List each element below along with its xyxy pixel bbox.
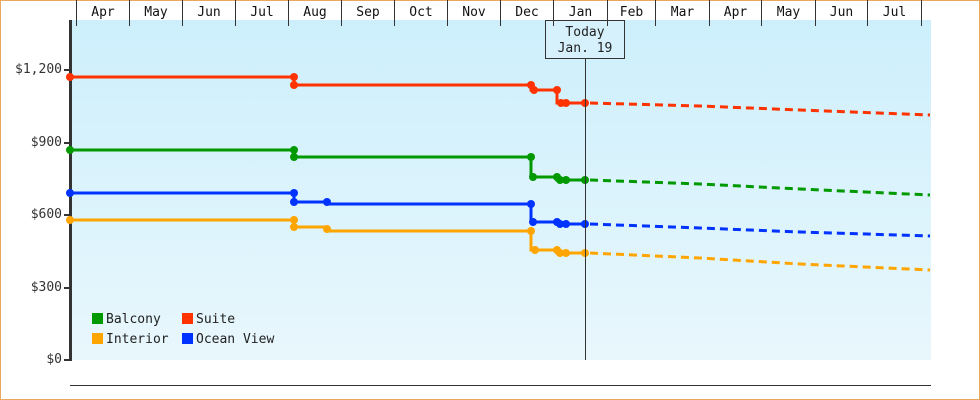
series-interior-projection	[589, 251, 931, 272]
y-tick	[64, 287, 70, 289]
series-ocean-view-projection	[589, 222, 931, 238]
series-interior	[70, 218, 585, 255]
x-label-end	[921, 0, 931, 26]
today-marker-line	[585, 59, 586, 360]
x-label: Oct	[394, 0, 447, 26]
today-label: Today	[565, 25, 605, 40]
x-label: Jan	[553, 0, 607, 26]
x-label: Nov	[447, 0, 500, 26]
series-suite	[70, 75, 585, 105]
x-label: Apr	[709, 0, 761, 26]
x-label: Jun	[815, 0, 867, 26]
y-label: $0	[46, 352, 62, 367]
y-tick	[64, 359, 70, 361]
x-label: Jul	[867, 0, 921, 26]
y-tick	[64, 142, 70, 144]
x-label: Apr	[76, 0, 129, 26]
x-label: Sep	[341, 0, 394, 26]
x-axis-bottom-line	[70, 385, 931, 386]
today-date: Jan. 19	[557, 41, 613, 56]
series-balcony-projection	[589, 178, 931, 197]
legend-item-suite: Suite	[182, 312, 235, 327]
x-label: Jun	[182, 0, 235, 26]
today-annotation: Today Jan. 19	[545, 20, 625, 59]
legend-item-ocean-view: Ocean View	[182, 332, 274, 347]
x-label: Feb	[607, 0, 655, 26]
x-label: Aug	[288, 0, 341, 26]
y-label: $900	[30, 135, 62, 150]
y-label: $1,200	[15, 62, 62, 77]
x-label: May	[129, 0, 182, 26]
legend-swatch	[92, 333, 103, 344]
legend-swatch	[182, 333, 193, 344]
x-label: Mar	[655, 0, 709, 26]
x-label: Jul	[235, 0, 288, 26]
y-tick	[64, 69, 70, 71]
y-label: $300	[30, 280, 62, 295]
legend-swatch	[92, 313, 103, 324]
x-label: May	[761, 0, 815, 26]
data-markers	[66, 73, 589, 257]
legend-item-balcony: Balcony	[92, 312, 161, 327]
y-tick	[64, 214, 70, 216]
legend-swatch	[182, 313, 193, 324]
y-label: $600	[30, 207, 62, 222]
legend-item-interior: Interior	[92, 332, 169, 347]
series-suite-projection	[589, 101, 931, 117]
x-label: Dec	[500, 0, 553, 26]
series-balcony	[70, 148, 585, 182]
